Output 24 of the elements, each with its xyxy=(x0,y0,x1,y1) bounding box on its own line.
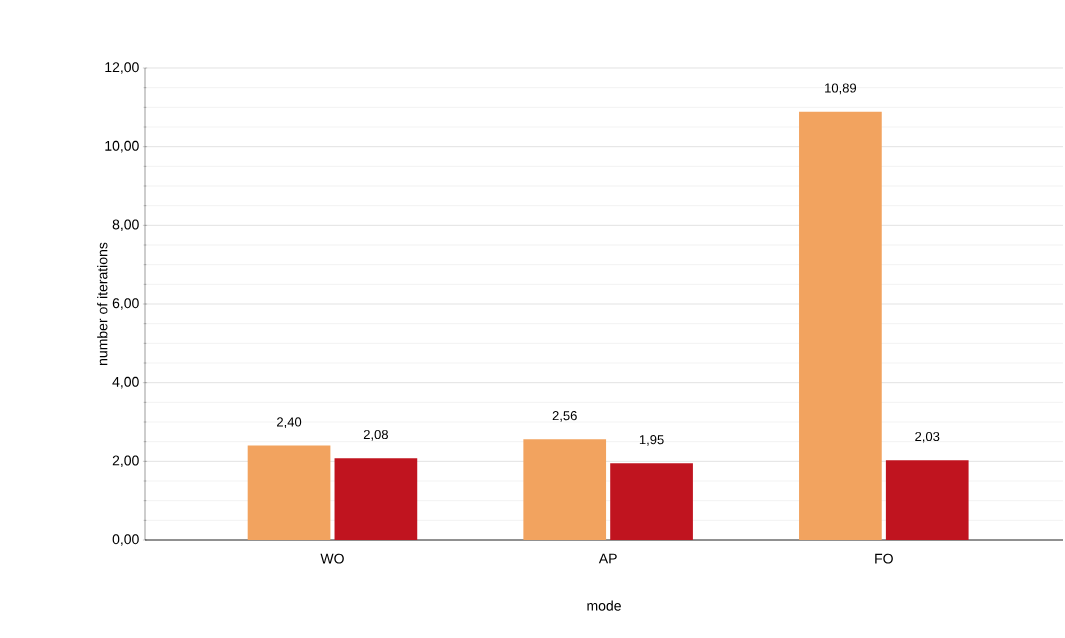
x-tick-label: WO xyxy=(320,553,344,564)
data-label: 10,89 xyxy=(825,83,857,95)
data-label: 1,95 xyxy=(639,435,664,446)
y-tick-label: 0,00 xyxy=(112,534,139,546)
bar xyxy=(334,458,418,540)
data-label: 2,56 xyxy=(552,411,577,422)
y-tick-label: 6,00 xyxy=(112,298,139,310)
bar xyxy=(610,463,693,540)
y-tick-label: 8,00 xyxy=(112,219,139,232)
y-tick-label: 4,00 xyxy=(112,376,139,389)
bar xyxy=(885,460,969,540)
y-tick-label: 12,00 xyxy=(105,62,139,74)
data-label: 2,40 xyxy=(277,417,302,429)
bar xyxy=(523,439,607,540)
bar xyxy=(247,445,331,540)
bar xyxy=(799,111,882,540)
y-axis-title: number of iterations xyxy=(97,242,108,365)
data-label: 2,08 xyxy=(363,429,388,441)
x-tick-label: FO xyxy=(875,553,893,564)
x-axis-title: mode xyxy=(587,600,621,611)
x-tick-label: AP xyxy=(598,553,617,564)
data-label: 2,03 xyxy=(915,431,940,443)
y-tick-label: 2,00 xyxy=(112,455,139,468)
y-tick-label: 10,00 xyxy=(105,140,139,153)
